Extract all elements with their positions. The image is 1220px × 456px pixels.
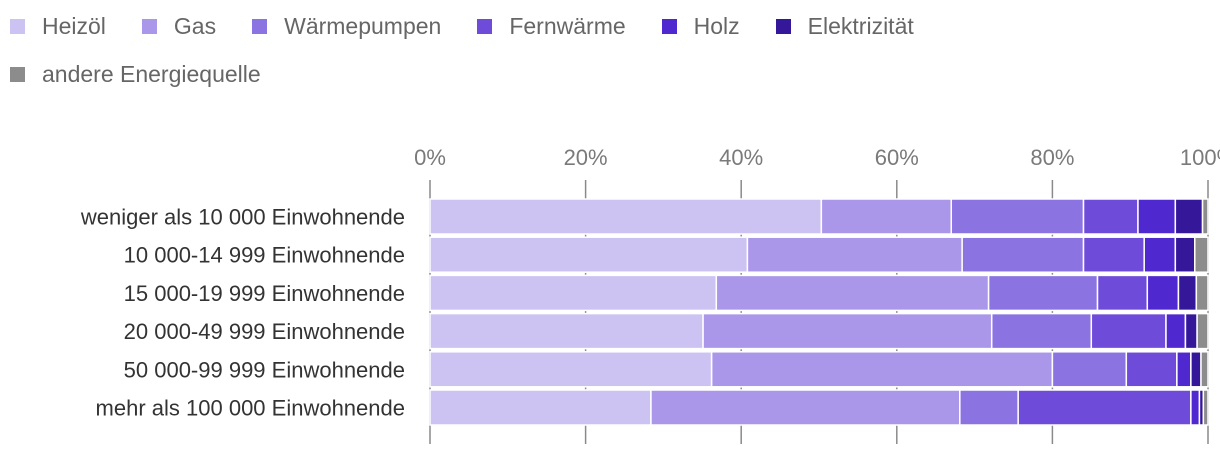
category-label: weniger als 10 000 Einwohnende bbox=[80, 205, 405, 230]
legend-swatch bbox=[141, 18, 157, 34]
bar-segment bbox=[1017, 389, 1192, 426]
bar-segment bbox=[1082, 198, 1139, 235]
legend-swatch bbox=[775, 18, 791, 34]
bar-segment bbox=[1200, 351, 1209, 388]
legend-label: andere Energiequelle bbox=[42, 60, 261, 87]
category-label: mehr als 100 000 Einwohnende bbox=[96, 396, 405, 421]
bar-segment bbox=[1174, 236, 1196, 273]
bar-segment bbox=[1196, 312, 1209, 350]
legend: Heizöl Gas Wärmepumpen Fernwärme Holz El… bbox=[10, 8, 1210, 104]
category-label: 20 000-49 999 Einwohnende bbox=[124, 319, 405, 344]
legend-item-andere: andere Energiequelle bbox=[10, 61, 261, 88]
bar-segment bbox=[1051, 351, 1128, 388]
bar-segment bbox=[1090, 312, 1167, 350]
legend-row-1: Heizöl Gas Wärmepumpen Fernwärme Holz El… bbox=[10, 8, 1210, 44]
bar-segment bbox=[990, 312, 1093, 350]
bar-segment bbox=[1125, 351, 1178, 388]
bar-segment bbox=[1137, 198, 1177, 235]
x-tick-label: 80% bbox=[1030, 145, 1074, 170]
bar-segment bbox=[1146, 274, 1180, 312]
legend-item-elektrizitaet: Elektrizität bbox=[775, 12, 914, 40]
bar-segment bbox=[1195, 274, 1209, 312]
bar-segment bbox=[1190, 389, 1201, 426]
bar-segment bbox=[959, 389, 1019, 426]
bar-segment bbox=[987, 274, 1099, 312]
bar-segment bbox=[1143, 236, 1177, 273]
bar-segment bbox=[950, 198, 1085, 235]
legend-label: Holz bbox=[693, 12, 740, 39]
x-tick-label: 60% bbox=[875, 145, 919, 170]
x-tick-label: 20% bbox=[564, 145, 608, 170]
bar-segment bbox=[650, 389, 961, 426]
x-axis-ticks: 0% 20% 40% 60% 80% 100% bbox=[414, 145, 1220, 170]
bar-segment bbox=[1190, 351, 1202, 388]
legend-item-fernwaerme: Fernwärme bbox=[477, 12, 626, 40]
bar-segment bbox=[429, 389, 652, 426]
bar-segment bbox=[429, 312, 704, 350]
legend-swatch bbox=[10, 66, 25, 82]
category-label: 10 000-14 999 Einwohnende bbox=[124, 243, 405, 268]
legend-swatch bbox=[661, 18, 677, 34]
bar-segment bbox=[1176, 351, 1192, 388]
category-labels: weniger als 10 000 Einwohnende 10 000-14 … bbox=[80, 205, 405, 421]
bar-segment bbox=[746, 236, 963, 273]
legend-label: Wärmepumpen bbox=[284, 12, 442, 39]
legend-label: Fernwärme bbox=[509, 12, 626, 39]
legend-label: Gas bbox=[173, 12, 217, 39]
bars bbox=[429, 198, 1209, 426]
category-label: 50 000-99 999 Einwohnende bbox=[124, 357, 405, 382]
bar-segment bbox=[1184, 312, 1198, 350]
legend-item-gas: Gas bbox=[141, 12, 217, 40]
bar-segment bbox=[429, 351, 713, 388]
legend-swatch bbox=[252, 18, 268, 34]
bar-segment bbox=[1194, 236, 1209, 273]
legend-item-heizoel: Heizöl bbox=[10, 13, 106, 40]
bar-segment bbox=[1165, 312, 1187, 350]
bar-segment bbox=[702, 312, 993, 350]
legend-row-2: andere Energiequelle bbox=[10, 56, 1210, 92]
x-tick-label: 40% bbox=[719, 145, 763, 170]
bar-segment bbox=[1174, 198, 1204, 235]
legend-item-holz: Holz bbox=[661, 12, 740, 40]
bar-segment bbox=[429, 198, 823, 235]
legend-swatch bbox=[10, 18, 25, 34]
bar-segment bbox=[820, 198, 953, 235]
legend-label: Heizöl bbox=[42, 12, 106, 39]
bar-segment bbox=[1082, 236, 1145, 273]
bar-segment bbox=[1201, 198, 1209, 235]
bar-segment bbox=[1202, 389, 1209, 426]
bar-segment bbox=[710, 351, 1054, 388]
legend-item-waermepumpen: Wärmepumpen bbox=[252, 13, 441, 40]
x-tick-label: 0% bbox=[414, 145, 446, 170]
bar-segment bbox=[961, 236, 1085, 273]
bar-segment bbox=[1177, 274, 1198, 312]
bar-segment bbox=[429, 274, 718, 312]
x-tick-label: 100% bbox=[1180, 145, 1220, 170]
bar-segment bbox=[715, 274, 990, 312]
category-label: 15 000-19 999 Einwohnende bbox=[124, 281, 405, 306]
legend-swatch bbox=[477, 18, 493, 34]
bar-segment bbox=[1096, 274, 1149, 312]
bar-segment bbox=[429, 236, 749, 273]
legend-label: Elektrizität bbox=[807, 12, 914, 39]
